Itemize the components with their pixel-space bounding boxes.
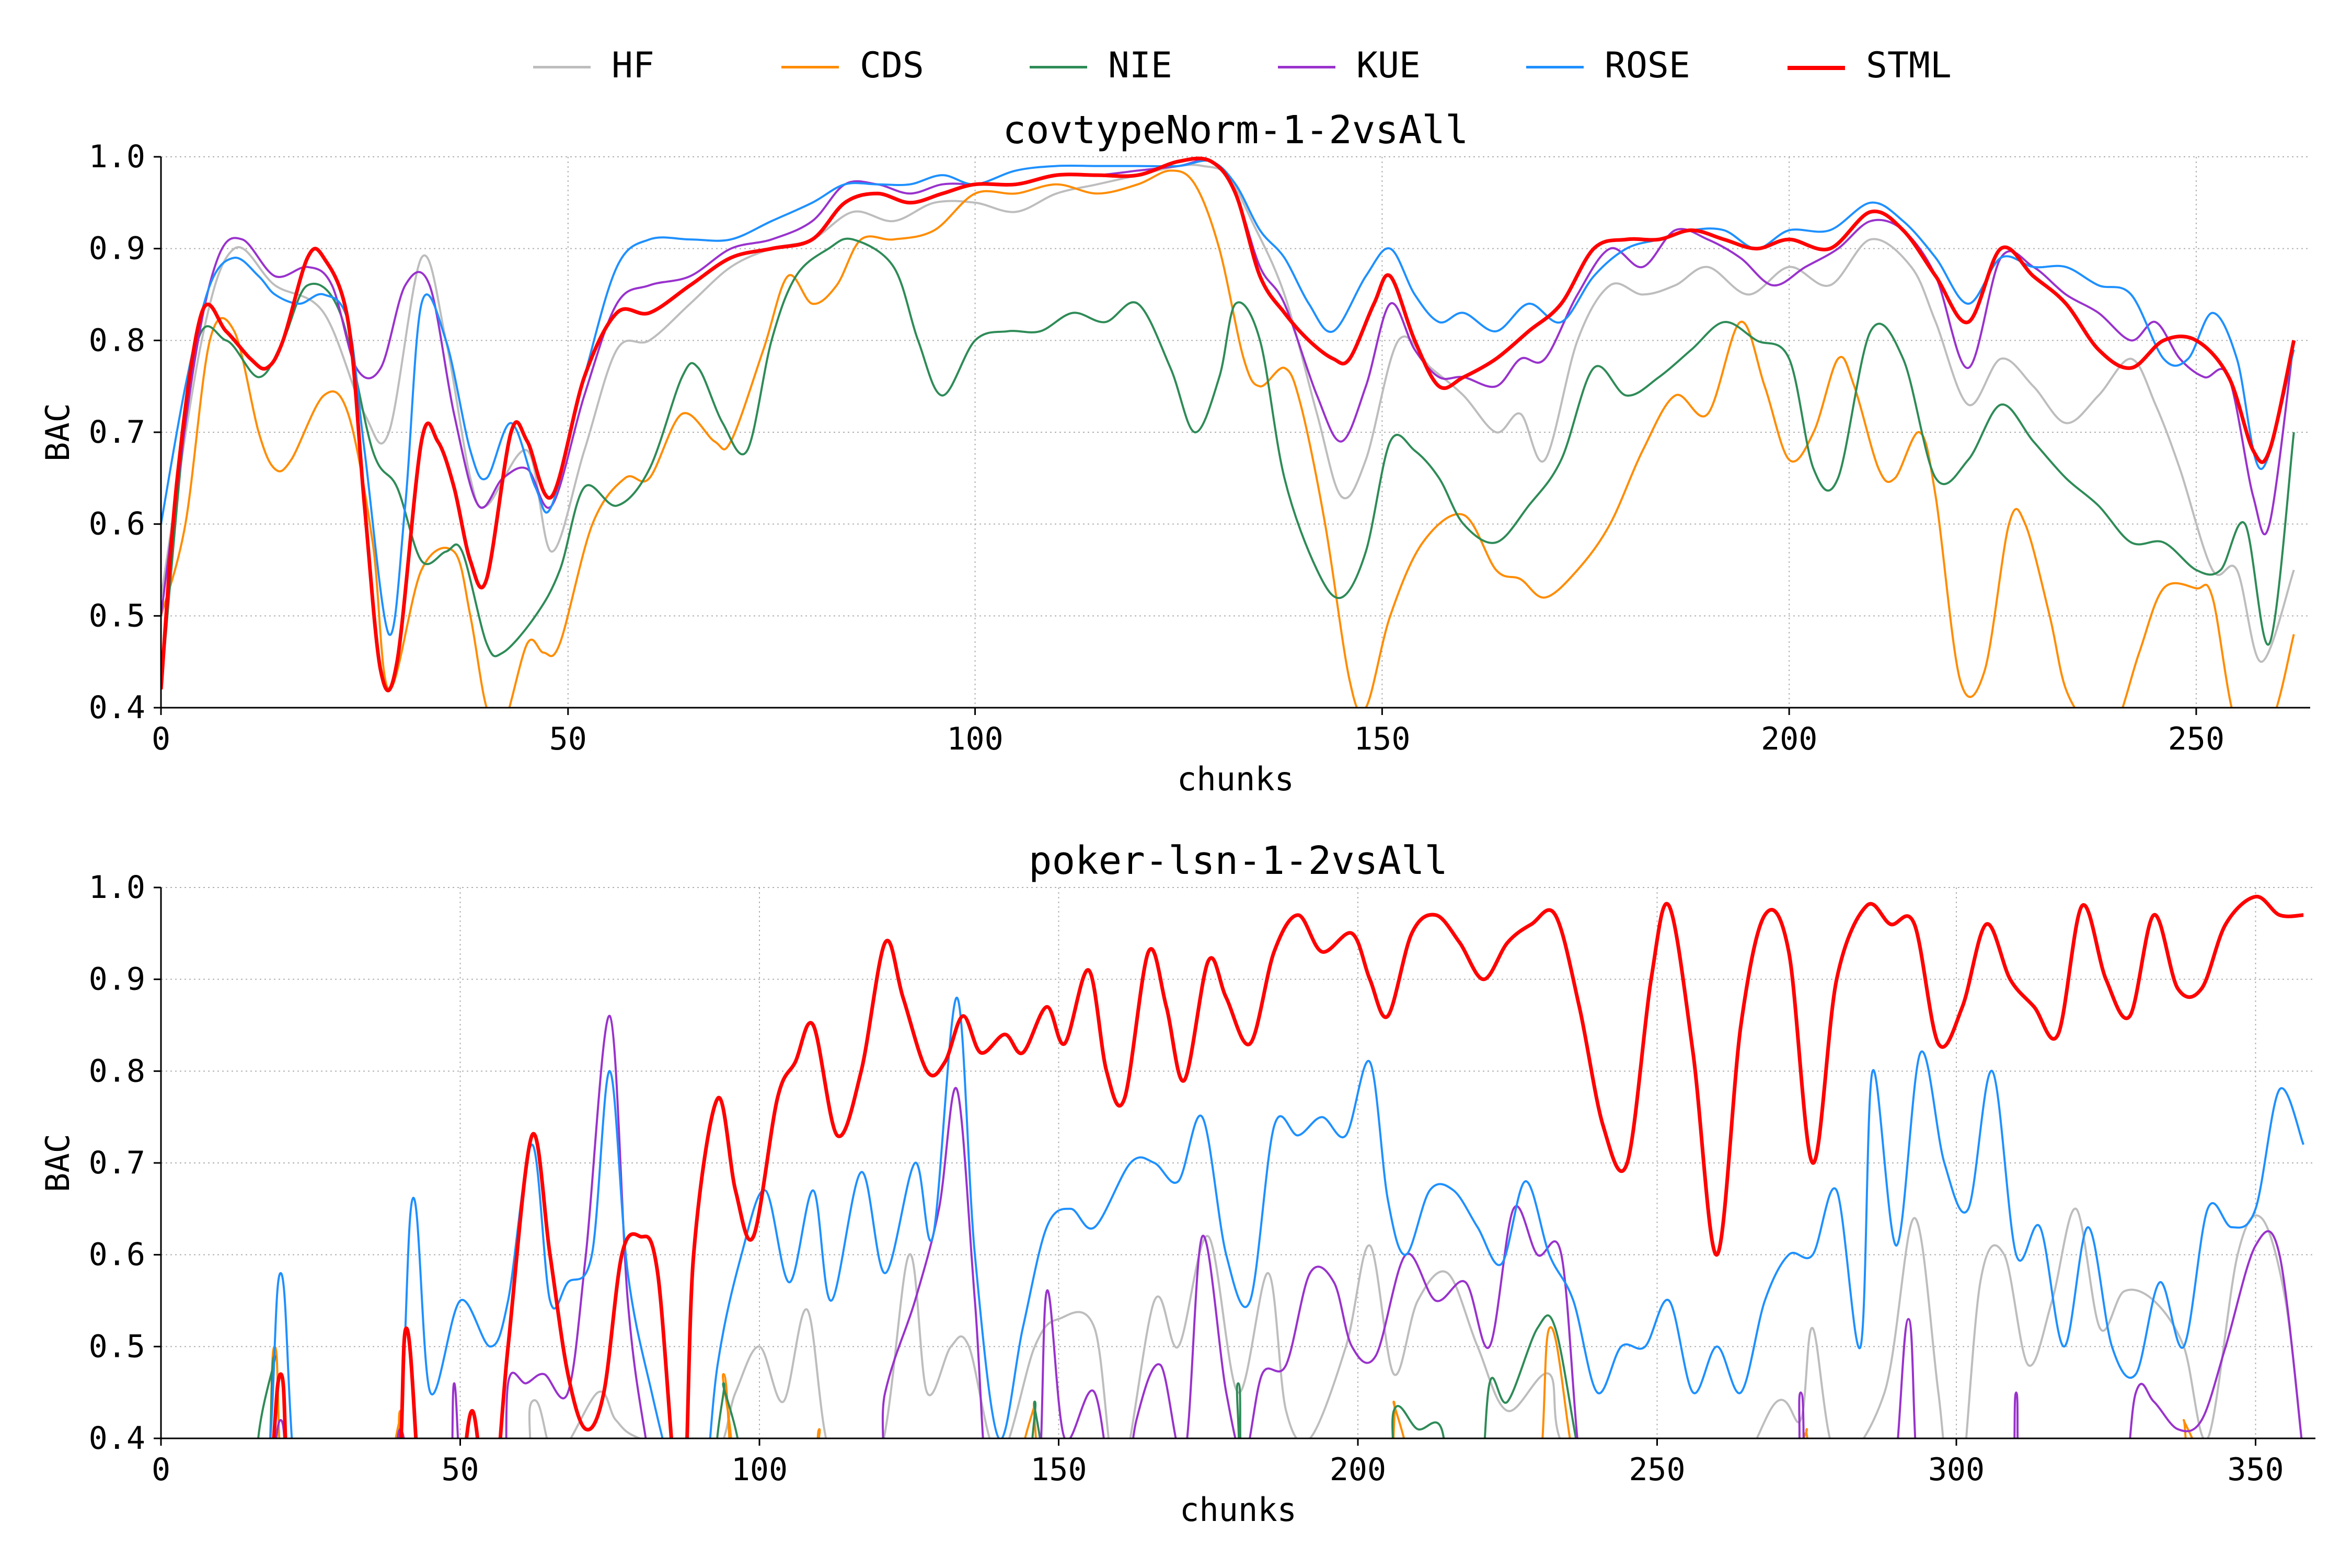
x-tick-label: 100 [947,721,1003,757]
series-line-hf [161,164,2295,663]
y-axis-label: BAC [39,403,77,462]
x-tick-label: 50 [441,1451,479,1488]
x-tick-label: 100 [731,1451,788,1488]
chart-title: poker-lsn-1-2vsAll [1029,838,1448,883]
series-line-stml [272,895,2304,1438]
y-tick-label: 1.0 [89,869,145,906]
x-tick-label: 50 [549,721,587,757]
x-tick-label: 0 [152,721,170,757]
x-tick-label: 350 [2227,1451,2284,1488]
y-tick-label: 0.5 [89,597,145,634]
x-tick-label: 250 [2168,721,2224,757]
y-tick-label: 0.7 [89,1145,145,1181]
x-tick-label: 200 [1330,1451,1386,1488]
chart-title: covtypeNorm-1-2vsAll [1002,108,1468,153]
series-line-stml [161,156,2296,693]
legend-swatch-kue [1278,66,1335,68]
x-axis-label: chunks [1177,760,1294,798]
series-line-rose [161,159,2295,636]
legend-swatch-stml [1788,66,1845,70]
series-line-rose [269,996,2304,1438]
series-line-hf [528,1207,2303,1438]
x-tick-label: 200 [1761,721,1817,757]
x-tick-label: 150 [1030,1451,1087,1488]
x-axis-label: chunks [1180,1491,1297,1529]
y-tick-label: 0.8 [89,1053,145,1089]
legend-swatch-rose [1526,66,1584,68]
y-tick-label: 0.9 [89,961,145,998]
series-line-nie [161,237,2295,690]
y-tick-label: 0.4 [89,689,145,726]
panel-1: 0 50 100 150 200 250 0.4 0.5 0.6 0.7 0.8 0.9 1.0 covt… [39,108,2310,798]
series-line-cds [269,1326,2194,1438]
x-tick-label: 150 [1354,721,1410,757]
series-line-cds [161,169,2295,708]
legend-label-rose: ROSE [1605,45,1690,86]
legend: HF CDS NIE KUE ROSE STML [0,41,2352,93]
legend-label-hf: HF [612,45,654,86]
x-tick-label: 0 [152,1451,170,1488]
x-tick-label: 250 [1629,1451,1685,1488]
y-tick-label: 0.4 [89,1420,145,1457]
legend-label-cds: CDS [860,45,924,86]
y-tick-label: 0.5 [89,1328,145,1365]
y-tick-label: 1.0 [89,139,145,175]
legend-label-kue: KUE [1356,45,1421,86]
y-tick-label: 0.8 [89,322,145,359]
x-tick-label: 300 [1928,1451,1985,1488]
y-tick-label: 0.7 [89,414,145,451]
y-tick-label: 0.9 [89,230,145,267]
series-line-kue [275,1014,2303,1438]
legend-swatch-hf [533,66,591,68]
y-tick-label: 0.6 [89,1237,145,1273]
legend-swatch-nie [1030,66,1087,68]
series-line-nie [257,1314,1577,1438]
legend-swatch-cds [781,66,839,68]
legend-label-nie: NIE [1108,45,1172,86]
legend-label-stml: STML [1866,45,1952,86]
y-tick-label: 0.6 [89,506,145,543]
series-line-kue [161,159,2295,616]
y-axis-label: BAC [39,1134,77,1192]
panel-2: 0 50 100 150 200 250 300 350 0.4 0.5 0.6 0.7 0.8 0.9 1… [39,838,2315,1529]
